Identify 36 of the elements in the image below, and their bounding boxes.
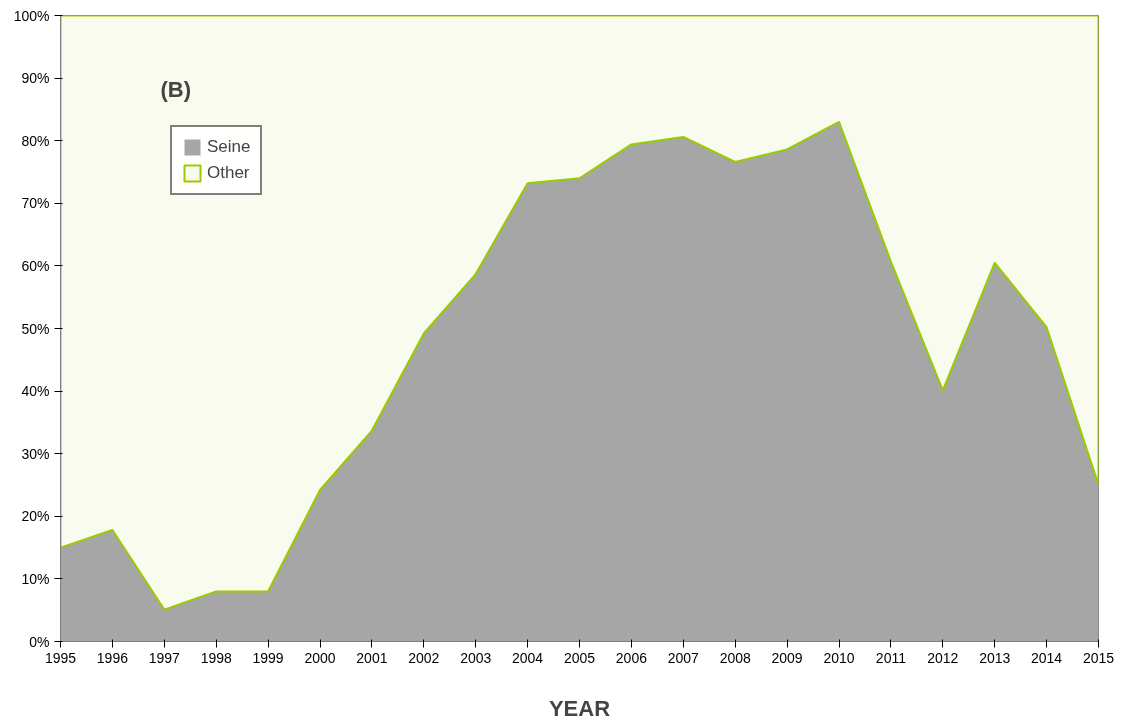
x-tick-label: 2009: [771, 649, 803, 666]
y-tick-label: 70%: [21, 195, 50, 212]
x-tick-label: 2000: [304, 649, 336, 666]
x-tick-label: 2002: [408, 649, 440, 666]
x-tick-label: 2003: [460, 649, 492, 666]
y-tick-label: 60%: [21, 257, 50, 274]
y-tick-label: 0%: [29, 633, 50, 650]
x-tick-label: 1999: [252, 649, 284, 666]
x-tick-label: 2013: [979, 649, 1011, 666]
x-tick-label: 1998: [200, 649, 232, 666]
x-tick-label: 1997: [148, 649, 181, 666]
x-tick-label: 2001: [356, 649, 388, 666]
x-tick-label: 2004: [512, 649, 544, 666]
x-tick-label: 2011: [875, 649, 907, 666]
x-tick-label: 2015: [1082, 649, 1115, 666]
x-tick-label: 1996: [96, 649, 129, 666]
x-tick-label: 2012: [927, 649, 959, 666]
y-tick-label: 10%: [21, 570, 50, 587]
x-tick-label: 2014: [1031, 649, 1063, 666]
legend-label: Other: [207, 163, 250, 183]
x-tick-label: 2008: [719, 649, 751, 666]
y-tick-label: 90%: [21, 70, 50, 87]
y-tick-label: 80%: [21, 132, 50, 149]
x-tick-label: 2007: [667, 649, 700, 666]
y-tick-label: 40%: [21, 383, 50, 400]
annotation: (B): [160, 76, 192, 102]
y-tick-label: 50%: [21, 320, 50, 337]
x-axis-title: YEAR: [548, 695, 611, 721]
y-tick-label: 20%: [21, 508, 50, 525]
x-tick-label: 2010: [823, 649, 855, 666]
y-tick-label: 30%: [21, 445, 50, 462]
x-tick-label: 2006: [615, 649, 648, 666]
x-tick-label: 2005: [563, 649, 596, 666]
y-tick-label: 100%: [13, 7, 50, 24]
x-tick-label: 1995: [44, 649, 77, 666]
legend-label: Seine: [207, 137, 251, 157]
